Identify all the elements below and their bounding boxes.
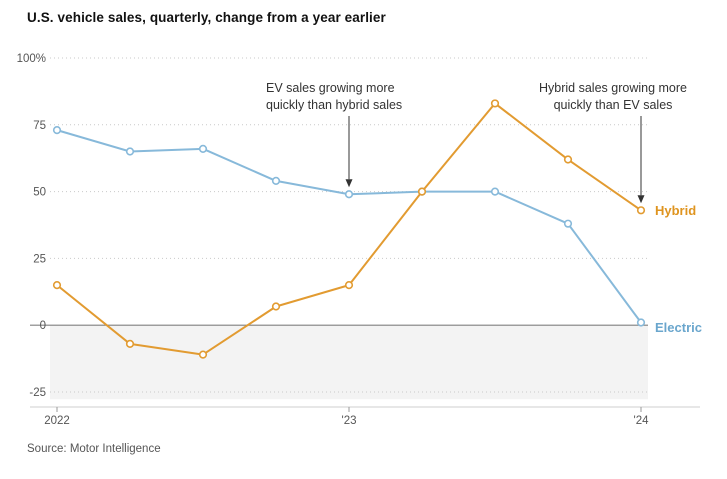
annotation-ev-line2: quickly than hybrid sales	[266, 98, 403, 112]
svg-text:'23: '23	[342, 415, 357, 427]
svg-text:50: 50	[33, 187, 46, 199]
svg-text:75: 75	[33, 120, 46, 132]
source-note: Source: Motor Intelligence	[27, 443, 161, 455]
annotation-hybrid-growing: Hybrid sales growing more quickly than E…	[518, 80, 708, 114]
series-label-electric: Electric	[655, 320, 702, 335]
svg-text:0: 0	[40, 320, 46, 332]
svg-text:2022: 2022	[44, 415, 70, 427]
svg-text:'24: '24	[634, 415, 650, 427]
series-label-hybrid: Hybrid	[655, 203, 697, 218]
annotation-ev-line1: EV sales growing more	[266, 81, 395, 95]
svg-text:-25: -25	[29, 387, 46, 399]
svg-text:25: 25	[33, 253, 46, 265]
annotation-ev-growing: EV sales growing more quickly than hybri…	[266, 80, 441, 114]
svg-text:100%: 100%	[17, 53, 46, 65]
annotation-hybrid-line1: Hybrid sales growing more	[539, 81, 687, 95]
annotation-hybrid-line2: quickly than EV sales	[553, 98, 673, 112]
chart-title: U.S. vehicle sales, quarterly, change fr…	[27, 10, 386, 25]
